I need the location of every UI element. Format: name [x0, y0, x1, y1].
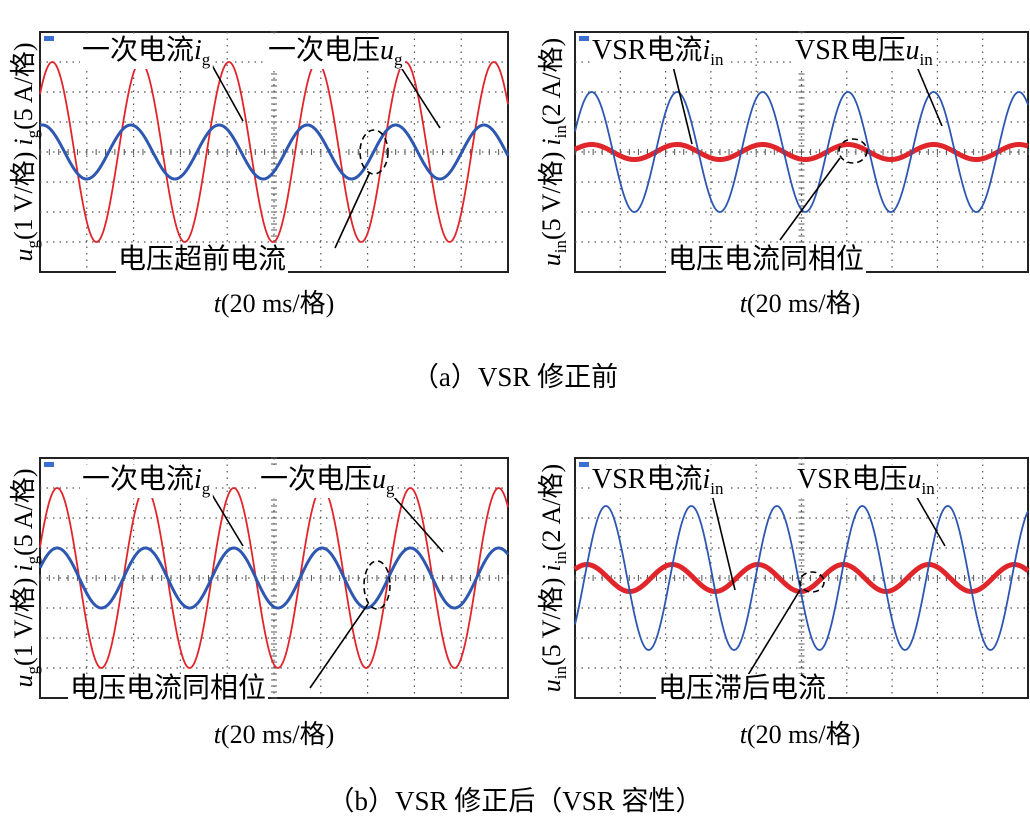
callout-line-annotation: [309, 603, 369, 689]
legend-voltage: VSR电压uin: [795, 34, 933, 69]
label-backing: [80, 36, 213, 69]
callout-line-current: [207, 57, 244, 122]
callouts: [207, 57, 441, 249]
ground-marker: [44, 462, 54, 467]
callouts: [711, 493, 946, 681]
label-backing: [80, 465, 213, 498]
series-current-trace: [39, 61, 509, 243]
series-group: [39, 61, 510, 243]
phase-annotation: 电压电流同相位: [668, 243, 864, 275]
phase-ellipse: [799, 571, 825, 593]
callout-line-voltage: [394, 57, 441, 129]
series-voltage-trace: [39, 123, 510, 181]
callout-line-voltage: [385, 487, 444, 553]
legend-voltage: 一次电压ug: [260, 463, 395, 498]
x-axis-label: t(20 ms/格): [214, 720, 335, 749]
label-backing: [590, 465, 726, 498]
phase-ellipse: [359, 129, 389, 175]
legend-current: VSR电流iin: [592, 463, 724, 498]
callout-line-voltage: [914, 61, 943, 127]
ground-marker: [579, 36, 589, 41]
y-axis-label: ug(1 V/格)ig(5 A/格): [9, 43, 42, 262]
phase-annotation: 电压滞后电流: [658, 672, 826, 704]
callout-line-current: [711, 493, 736, 591]
x-axis-label: t(20 ms/格): [740, 289, 861, 318]
series-current-trace: [39, 487, 509, 669]
y-axis-label: ug(1 V/格)ig(5 A/格): [9, 469, 42, 688]
phase-annotation: 电压超前电流: [118, 243, 286, 275]
label-backing: [793, 36, 936, 69]
label-backing: [116, 245, 289, 275]
series-current-trace: [573, 142, 1030, 162]
legend-voltage: VSR电压uin: [797, 463, 935, 498]
caption-b: （b）VSR 修正后（VSR 容性）: [327, 786, 702, 816]
series-voltage-trace: [574, 505, 1029, 651]
y-axis-label: uin(5 V/格)iin(2 A/格): [537, 38, 570, 266]
ground-marker: [44, 36, 54, 41]
callouts: [671, 61, 943, 241]
y-axis-label: uin(5 V/格)iin(2 A/格): [537, 464, 570, 692]
label-backing: [68, 674, 269, 704]
label-backing: [258, 465, 398, 498]
x-axis-label: t(20 ms/格): [740, 720, 861, 749]
label-backing: [266, 36, 406, 69]
legend-current: 一次电流ig: [82, 463, 211, 498]
x-axis-label: t(20 ms/格): [214, 289, 335, 318]
label-backing: [590, 36, 726, 69]
panel-b-left: 一次电流ig 一次电压ug 电压电流同相位 ug(1 V/格)ig(5 A/格)…: [9, 457, 510, 749]
callout-line-voltage: [914, 493, 946, 547]
caption-a: （a）VSR 修正前: [412, 362, 618, 392]
phase-ellipse: [363, 560, 391, 610]
phase-annotation: 电压电流同相位: [70, 672, 266, 704]
ground-marker: [579, 462, 589, 467]
phase-ellipse: [838, 138, 868, 164]
callout-line-annotation: [334, 171, 371, 249]
callouts: [207, 487, 444, 689]
legend-current: VSR电流iin: [592, 34, 724, 69]
callout-line-annotation: [779, 157, 841, 241]
callout-line-current: [207, 487, 244, 547]
legend-current: 一次电流ig: [82, 34, 211, 69]
label-backing: [656, 674, 829, 704]
panel-b-right: VSR电流iin VSR电压uin 电压滞后电流 uin(5 V/格)iin(2…: [537, 457, 1030, 749]
series-group: [573, 505, 1030, 651]
legend-voltage: 一次电压ug: [268, 34, 403, 69]
callout-line-current: [671, 61, 693, 145]
label-backing: [795, 465, 938, 498]
series-voltage-trace: [38, 546, 510, 610]
panel-a-left: 一次电流ig 一次电压ug 电压超前电流 ug(1 V/格)ig(5 A/格) …: [9, 31, 510, 318]
callout-line-annotation: [744, 589, 801, 681]
panel-a-right: VSR电流iin VSR电压uin 电压电流同相位 uin(5 V/格)iin(…: [537, 31, 1030, 318]
series-group: [38, 487, 510, 669]
label-backing: [666, 245, 867, 275]
